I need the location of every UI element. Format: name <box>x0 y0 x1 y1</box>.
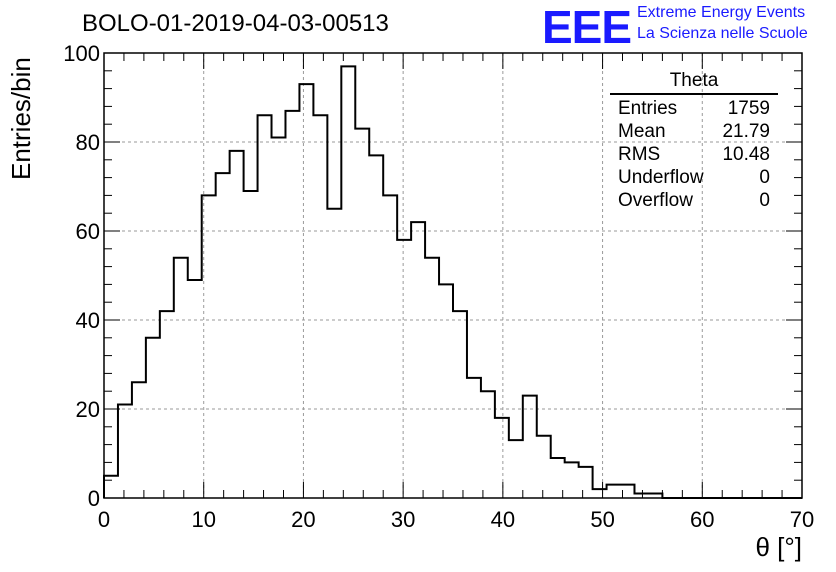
histogram-bin <box>369 155 383 498</box>
histogram-bin <box>411 222 425 498</box>
histogram-bin <box>648 494 662 498</box>
histogram-bin <box>104 476 118 498</box>
plot-frame <box>103 52 803 499</box>
histogram-bin <box>146 338 160 498</box>
histogram-bin <box>509 440 523 498</box>
histogram-bin <box>244 191 258 498</box>
histogram-bin <box>230 151 244 498</box>
histogram-bin <box>425 258 439 498</box>
stats-label: Overflow <box>618 190 693 211</box>
histogram-bin <box>634 494 648 498</box>
histogram-bin <box>118 405 132 498</box>
histogram-bin <box>607 485 621 498</box>
eee-logo: EEE <box>542 1 632 53</box>
stats-label: Entries <box>618 98 678 119</box>
stats-row-entries: Entries 1759 <box>610 97 778 120</box>
x-tick-label: 10 <box>191 507 215 532</box>
histogram-bin <box>621 485 635 498</box>
histogram-bin <box>551 458 565 498</box>
stats-title: Theta <box>610 70 778 95</box>
stats-value: 10.48 <box>722 144 770 165</box>
stats-value: 21.79 <box>722 121 770 142</box>
brand-line-2: La Scienza nelle Scuole <box>637 25 808 42</box>
histogram-bin <box>132 382 146 498</box>
histogram-bin <box>383 195 397 498</box>
histogram-bin <box>272 138 286 498</box>
histogram-bin <box>258 115 272 498</box>
histogram-bin <box>495 418 509 498</box>
stats-row-underflow: Underflow 0 <box>610 166 778 189</box>
histogram-bin <box>481 391 495 498</box>
stats-box: Theta Entries 1759 Mean 21.79 RMS 10.48 … <box>610 70 778 212</box>
histogram-bin <box>188 280 202 498</box>
stats-row-rms: RMS 10.48 <box>610 143 778 166</box>
histogram-bin <box>397 240 411 498</box>
histogram-bin <box>202 195 216 498</box>
y-tick-label: 80 <box>76 130 100 155</box>
stats-label: Underflow <box>618 167 704 188</box>
stats-value: 1759 <box>727 98 770 119</box>
chart-title: BOLO-01-2019-04-03-00513 <box>82 10 389 37</box>
histogram-bin <box>355 129 369 498</box>
x-tick-label: 40 <box>491 507 515 532</box>
histogram-bin <box>341 66 355 498</box>
histogram-bin <box>579 467 593 498</box>
stats-label: RMS <box>618 144 661 165</box>
histogram-bin <box>467 378 481 498</box>
stats-row-overflow: Overflow 0 <box>610 189 778 212</box>
histogram-outline <box>103 65 802 499</box>
x-axis-label: θ [°] <box>755 532 802 562</box>
y-tick-label: 100 <box>63 41 100 66</box>
histogram-bin <box>537 436 551 498</box>
stats-row-mean: Mean 21.79 <box>610 120 778 143</box>
histogram-bin <box>523 396 537 498</box>
histogram-bin <box>174 258 188 498</box>
x-tick-label: 20 <box>291 507 315 532</box>
x-tick-label: 60 <box>690 507 714 532</box>
y-axis-label: Entries/bin <box>6 57 36 180</box>
brand-line-1: Extreme Energy Events <box>637 4 806 21</box>
x-tick-label: 70 <box>790 507 814 532</box>
y-tick-label: 60 <box>76 219 100 244</box>
histogram-bin <box>327 209 341 498</box>
stats-value: 0 <box>759 167 770 188</box>
histogram-bin <box>216 173 230 498</box>
histogram-bin <box>160 311 174 498</box>
y-tick-label: 0 <box>88 486 100 511</box>
x-tick-label: 30 <box>391 507 415 532</box>
stats-label: Mean <box>618 121 666 142</box>
x-tick-label: 50 <box>590 507 614 532</box>
histogram-bin <box>299 84 313 498</box>
histogram-bin <box>593 489 607 498</box>
histogram-bin <box>439 284 453 498</box>
stats-value: 0 <box>759 190 770 211</box>
y-tick-label: 40 <box>76 308 100 333</box>
histogram-bin <box>565 462 579 498</box>
y-tick-label: 20 <box>76 397 100 422</box>
x-tick-label: 0 <box>98 507 110 532</box>
histogram-bin <box>453 311 467 498</box>
histogram-bin <box>285 111 299 498</box>
histogram-bin <box>313 115 327 498</box>
